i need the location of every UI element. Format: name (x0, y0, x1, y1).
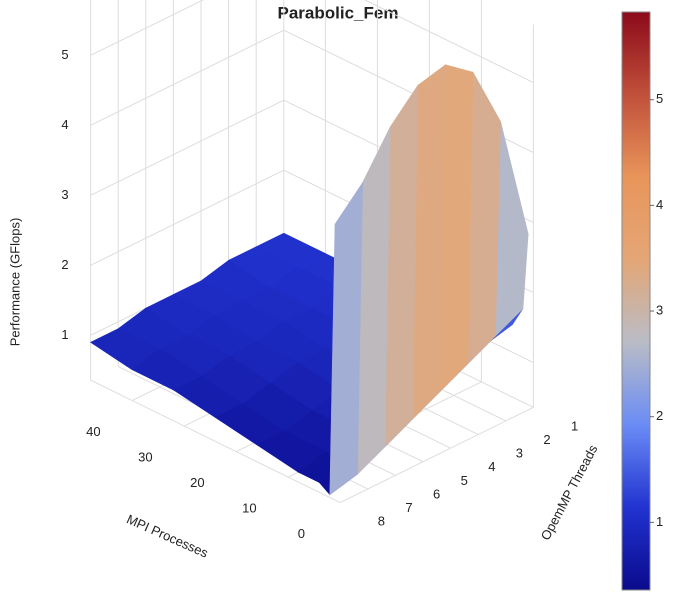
surface-cell (329, 181, 363, 496)
colorbar-tick-label: 2 (656, 408, 663, 423)
z-tick-label: 5 (61, 47, 68, 62)
z-axis-title: Performance (GFlops) (7, 218, 22, 347)
grid-line (339, 406, 534, 503)
z-tick-label: 4 (61, 117, 68, 132)
y-axis-title: OpemMP Threads (538, 442, 601, 543)
colorbar-tick-label: 1 (656, 514, 663, 529)
colorbar-tick-label: 5 (656, 91, 663, 106)
x-axis-title: MPI Processes (124, 511, 210, 560)
x-tick-label: 40 (86, 424, 100, 439)
z-tick-label: 1 (61, 327, 68, 342)
y-tick-label: 6 (433, 486, 440, 501)
x-tick-label: 0 (298, 526, 305, 541)
y-tick-label: 1 (571, 418, 578, 433)
grid-line (90, 379, 341, 503)
y-tick-label: 3 (516, 446, 523, 461)
y-tick-label: 7 (405, 500, 412, 515)
chart-title: Parabolic_Fem (278, 3, 399, 22)
z-tick-label: 3 (61, 187, 68, 202)
surface-cell (495, 121, 529, 337)
y-tick-label: 4 (488, 459, 495, 474)
grid-line (90, 0, 534, 83)
colorbar (621, 11, 651, 591)
x-tick-label: 10 (242, 501, 256, 516)
z-tick-label: 2 (61, 257, 68, 272)
y-tick-label: 8 (378, 514, 385, 529)
x-tick-label: 20 (190, 475, 204, 490)
y-tick-label: 5 (461, 473, 468, 488)
surface-cell (439, 64, 474, 392)
surface-cell (357, 126, 391, 475)
surface-cell (467, 71, 501, 365)
colorbar-tick-label: 3 (656, 302, 663, 317)
x-tick-label: 30 (138, 450, 152, 465)
y-tick-label: 2 (543, 432, 550, 447)
colorbar-tick-label: 4 (656, 197, 663, 212)
